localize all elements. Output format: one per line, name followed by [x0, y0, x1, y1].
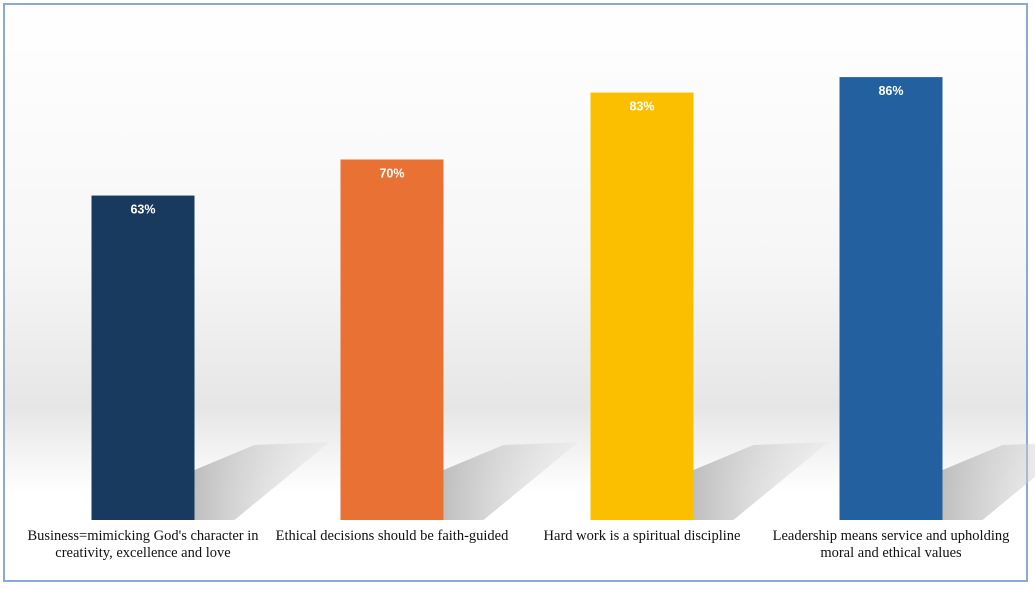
bar-shadow: [942, 443, 1035, 520]
category-label: Leadership means service and upholding m…: [772, 528, 1010, 561]
bar: [839, 77, 943, 520]
category-label: Hard work is a spiritual discipline: [543, 528, 741, 544]
category-label: Business=mimicking God's character in cr…: [27, 528, 259, 561]
bar-shadow: [194, 442, 330, 520]
bar-shadow: [443, 442, 579, 520]
value-label: 63%: [130, 203, 155, 217]
value-label: 83%: [629, 100, 654, 114]
category-label: Ethical decisions should be faith-guided: [275, 528, 509, 544]
bar: [91, 195, 195, 521]
bar: [340, 159, 444, 520]
bar-shadow: [693, 442, 829, 520]
value-label: 86%: [878, 84, 903, 98]
value-label: 70%: [379, 167, 404, 181]
bar: [590, 92, 694, 521]
